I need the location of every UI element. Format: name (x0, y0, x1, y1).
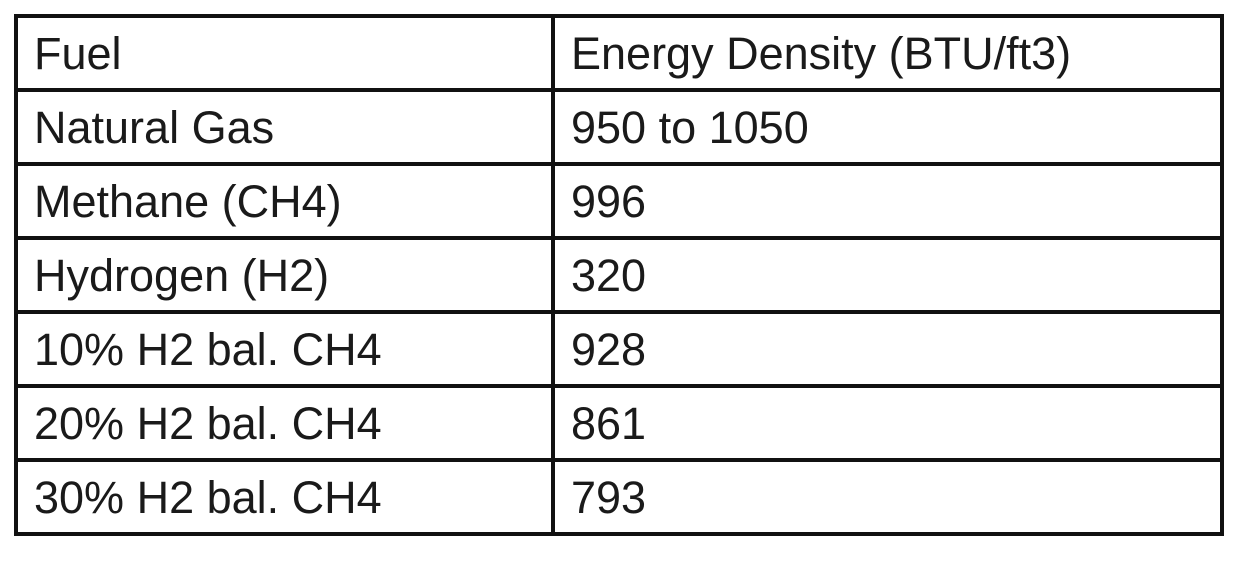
table-row: Hydrogen (H2) 320 (14, 236, 1224, 314)
table-body: Fuel Energy Density (BTU/ft3) Natural Gas 9… (14, 14, 1224, 536)
table-row: Natural Gas 950 to 1050 (14, 88, 1224, 166)
header-row: Fuel Energy Density (BTU/ft3) (14, 14, 1224, 92)
table-row: Methane (CH4) 996 (14, 162, 1224, 240)
cell: Natural Gas (14, 88, 555, 166)
header-cell: Energy Density (BTU/ft3) (551, 14, 1224, 92)
energy-table: Fuel Energy Density (BTU/ft3) Natural Gas 9… (14, 14, 1224, 536)
cell: 30% H2 bal. CH4 (14, 458, 555, 536)
cell: 20% H2 bal. CH4 (14, 384, 555, 462)
cell: 950 to 1050 (551, 88, 1224, 166)
table-row: 20% H2 bal. CH4 861 (14, 384, 1224, 462)
table-row: 10% H2 bal. CH4 928 (14, 310, 1224, 388)
cell: 928 (551, 310, 1224, 388)
header-cell: Fuel (14, 14, 555, 92)
cell: 320 (551, 236, 1224, 314)
cell: 861 (551, 384, 1224, 462)
cell: 10% H2 bal. CH4 (14, 310, 555, 388)
table-row: 30% H2 bal. CH4 793 (14, 458, 1224, 536)
cell: Methane (CH4) (14, 162, 555, 240)
cell: 793 (551, 458, 1224, 536)
cell: Hydrogen (H2) (14, 236, 555, 314)
cell: 996 (551, 162, 1224, 240)
